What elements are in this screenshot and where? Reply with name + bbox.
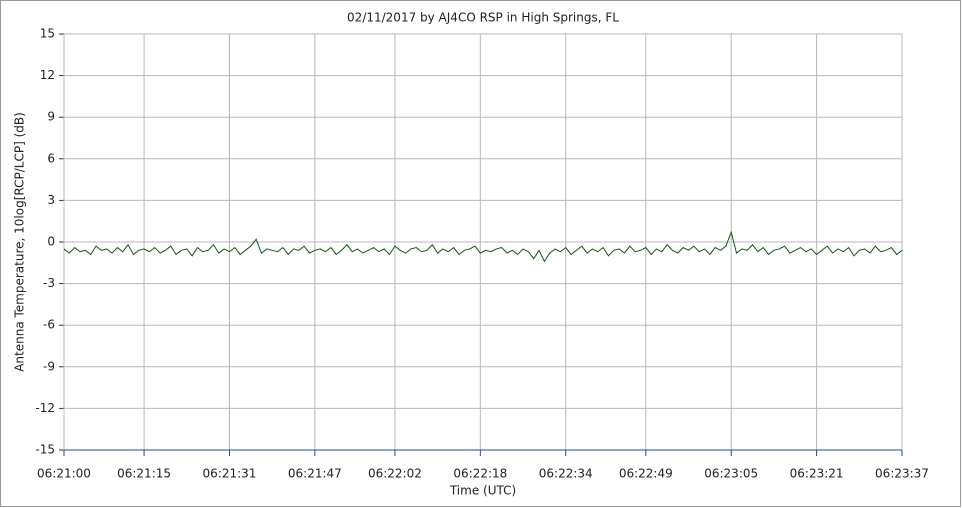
y-axis-label: Antenna Temperature, 10log[RCP/LCP] (dB) bbox=[13, 112, 27, 372]
y-tick-label: -3 bbox=[43, 276, 55, 290]
x-tick-label: 06:21:47 bbox=[288, 467, 342, 481]
y-tick-label: 12 bbox=[40, 68, 55, 82]
chart-title: 02/11/2017 by AJ4CO RSP in High Springs,… bbox=[347, 11, 619, 25]
y-tick-label: 3 bbox=[47, 193, 55, 207]
x-tick-label: 06:23:37 bbox=[875, 467, 929, 481]
x-tick-label: 06:23:05 bbox=[704, 467, 758, 481]
x-tick-label: 06:22:02 bbox=[368, 467, 422, 481]
y-tick-label: -9 bbox=[43, 359, 55, 373]
x-tick-label: 06:22:49 bbox=[619, 467, 673, 481]
x-tick-label: 06:22:34 bbox=[539, 467, 593, 481]
y-tick-label: 9 bbox=[47, 110, 55, 124]
x-axis-label: Time (UTC) bbox=[449, 484, 516, 498]
x-tick-label: 06:23:21 bbox=[790, 467, 844, 481]
x-tick-label: 06:21:31 bbox=[203, 467, 257, 481]
y-tick-label: 15 bbox=[40, 27, 55, 41]
y-tick-label: 6 bbox=[47, 151, 55, 165]
x-tick-label: 06:22:18 bbox=[453, 467, 507, 481]
x-tick-label: 06:21:00 bbox=[37, 467, 91, 481]
y-tick-label: -15 bbox=[35, 443, 55, 457]
x-tick-label: 06:21:15 bbox=[117, 467, 171, 481]
y-tick-label: 0 bbox=[47, 235, 55, 249]
y-tick-label: -6 bbox=[43, 318, 55, 332]
y-tick-label: -12 bbox=[35, 401, 55, 415]
data-line bbox=[63, 230, 903, 263]
